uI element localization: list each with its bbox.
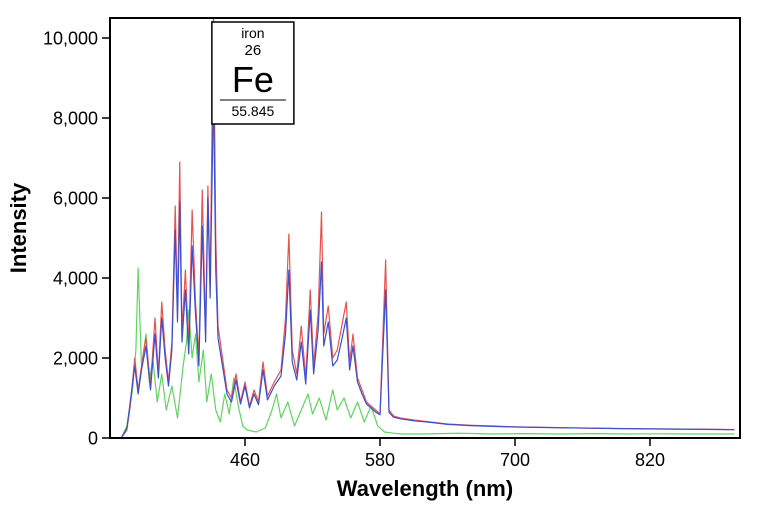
- y-tick-label: 6,000: [53, 188, 98, 208]
- chart-bg: [0, 0, 768, 512]
- element-name: iron: [241, 25, 264, 41]
- y-axis-label: Intensity: [6, 182, 31, 273]
- element-number: 26: [245, 42, 262, 59]
- element-symbol: Fe: [232, 59, 274, 100]
- x-axis-label: Wavelength (nm): [337, 476, 513, 501]
- y-tick-label: 0: [88, 428, 98, 448]
- spectrum-chart: 460 580 700 820 0 2,000 4,000 6,000 8,000 10,000 W…: [0, 0, 768, 512]
- y-tick-label: 10,000: [43, 28, 98, 48]
- x-tick-label: 820: [635, 450, 665, 470]
- x-tick-label: 580: [365, 450, 395, 470]
- x-tick-label: 460: [230, 450, 260, 470]
- y-tick-label: 4,000: [53, 268, 98, 288]
- x-tick-label: 700: [500, 450, 530, 470]
- y-tick-label: 8,000: [53, 108, 98, 128]
- element-mass: 55.845: [231, 103, 274, 119]
- y-tick-label: 2,000: [53, 348, 98, 368]
